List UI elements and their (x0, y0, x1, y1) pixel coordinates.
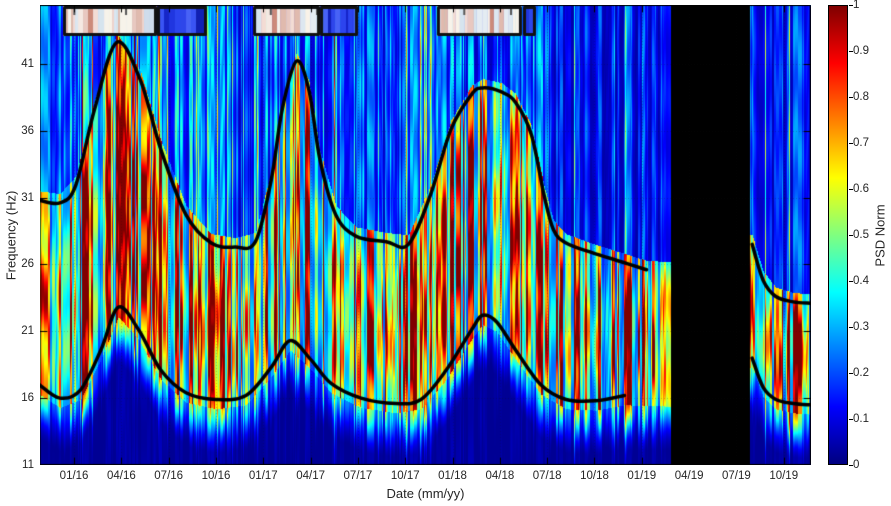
colorbar-tick-mark (849, 327, 853, 328)
colorbar-tick-mark (849, 5, 853, 6)
colorbar-tick-mark (849, 189, 853, 190)
x-tick-label: 07/17 (343, 470, 373, 482)
x-tick-label: 01/17 (248, 470, 278, 482)
y-tick-label: 31 (21, 191, 34, 204)
colorbar-tick-mark (849, 281, 853, 282)
y-tick-label: 11 (22, 459, 34, 471)
y-tick-label: 26 (21, 258, 34, 271)
colorbar-tick-label: 0 (853, 459, 860, 471)
colorbar-tick-mark (849, 419, 853, 420)
x-tick-label: 04/17 (296, 470, 325, 482)
colorbar-tick-label: 1 (853, 0, 860, 11)
colorbar (828, 5, 848, 465)
x-tick-label: 10/19 (769, 470, 799, 482)
colorbar-tick-mark (849, 373, 853, 374)
colorbar-tick-mark (849, 143, 853, 144)
x-tick-label: 10/17 (390, 470, 420, 482)
colorbar-tick-label: 0.5 (853, 229, 869, 241)
x-tick-label: 10/18 (580, 470, 609, 482)
x-tick-label: 04/19 (674, 470, 704, 482)
colorbar-tick-mark (849, 465, 853, 466)
x-tick-label: 04/18 (485, 470, 515, 482)
colorbar-tick-mark (849, 235, 853, 236)
colorbar-tick-mark (849, 51, 853, 52)
y-axis-title: Frequency (Hz) (3, 190, 19, 281)
x-axis-title: Date (mm/yy) (386, 486, 465, 501)
x-tick-label: 10/16 (201, 470, 231, 482)
x-tick-label: 04/16 (106, 470, 136, 482)
spectrogram-canvas (40, 5, 811, 465)
colorbar-tick-label: 0.3 (853, 321, 869, 333)
colorbar-tick-label: 0.7 (853, 137, 869, 149)
colorbar-tick-label: 0.8 (853, 91, 869, 103)
y-tick-label: 41 (21, 57, 34, 70)
x-tick-label: 07/18 (532, 470, 562, 482)
colorbar-tick-label: 0.4 (853, 275, 869, 287)
x-tick-label: 01/19 (627, 470, 657, 482)
colorbar-tick-label: 0.9 (853, 45, 869, 57)
x-tick-label: 01/16 (59, 470, 89, 482)
colorbar-tick-label: 0.1 (853, 413, 869, 425)
y-tick-label: 16 (21, 392, 34, 405)
x-tick-label: 01/18 (438, 470, 467, 482)
colorbar-tick-label: 0.6 (853, 183, 869, 195)
colorbar-tick-mark (849, 97, 853, 98)
colorbar-tick-label: 0.2 (853, 367, 869, 379)
y-tick-label: 21 (21, 325, 34, 338)
x-tick-label: 07/19 (722, 470, 751, 482)
x-tick-label: 07/16 (154, 470, 184, 482)
y-tick-label: 36 (21, 124, 34, 137)
